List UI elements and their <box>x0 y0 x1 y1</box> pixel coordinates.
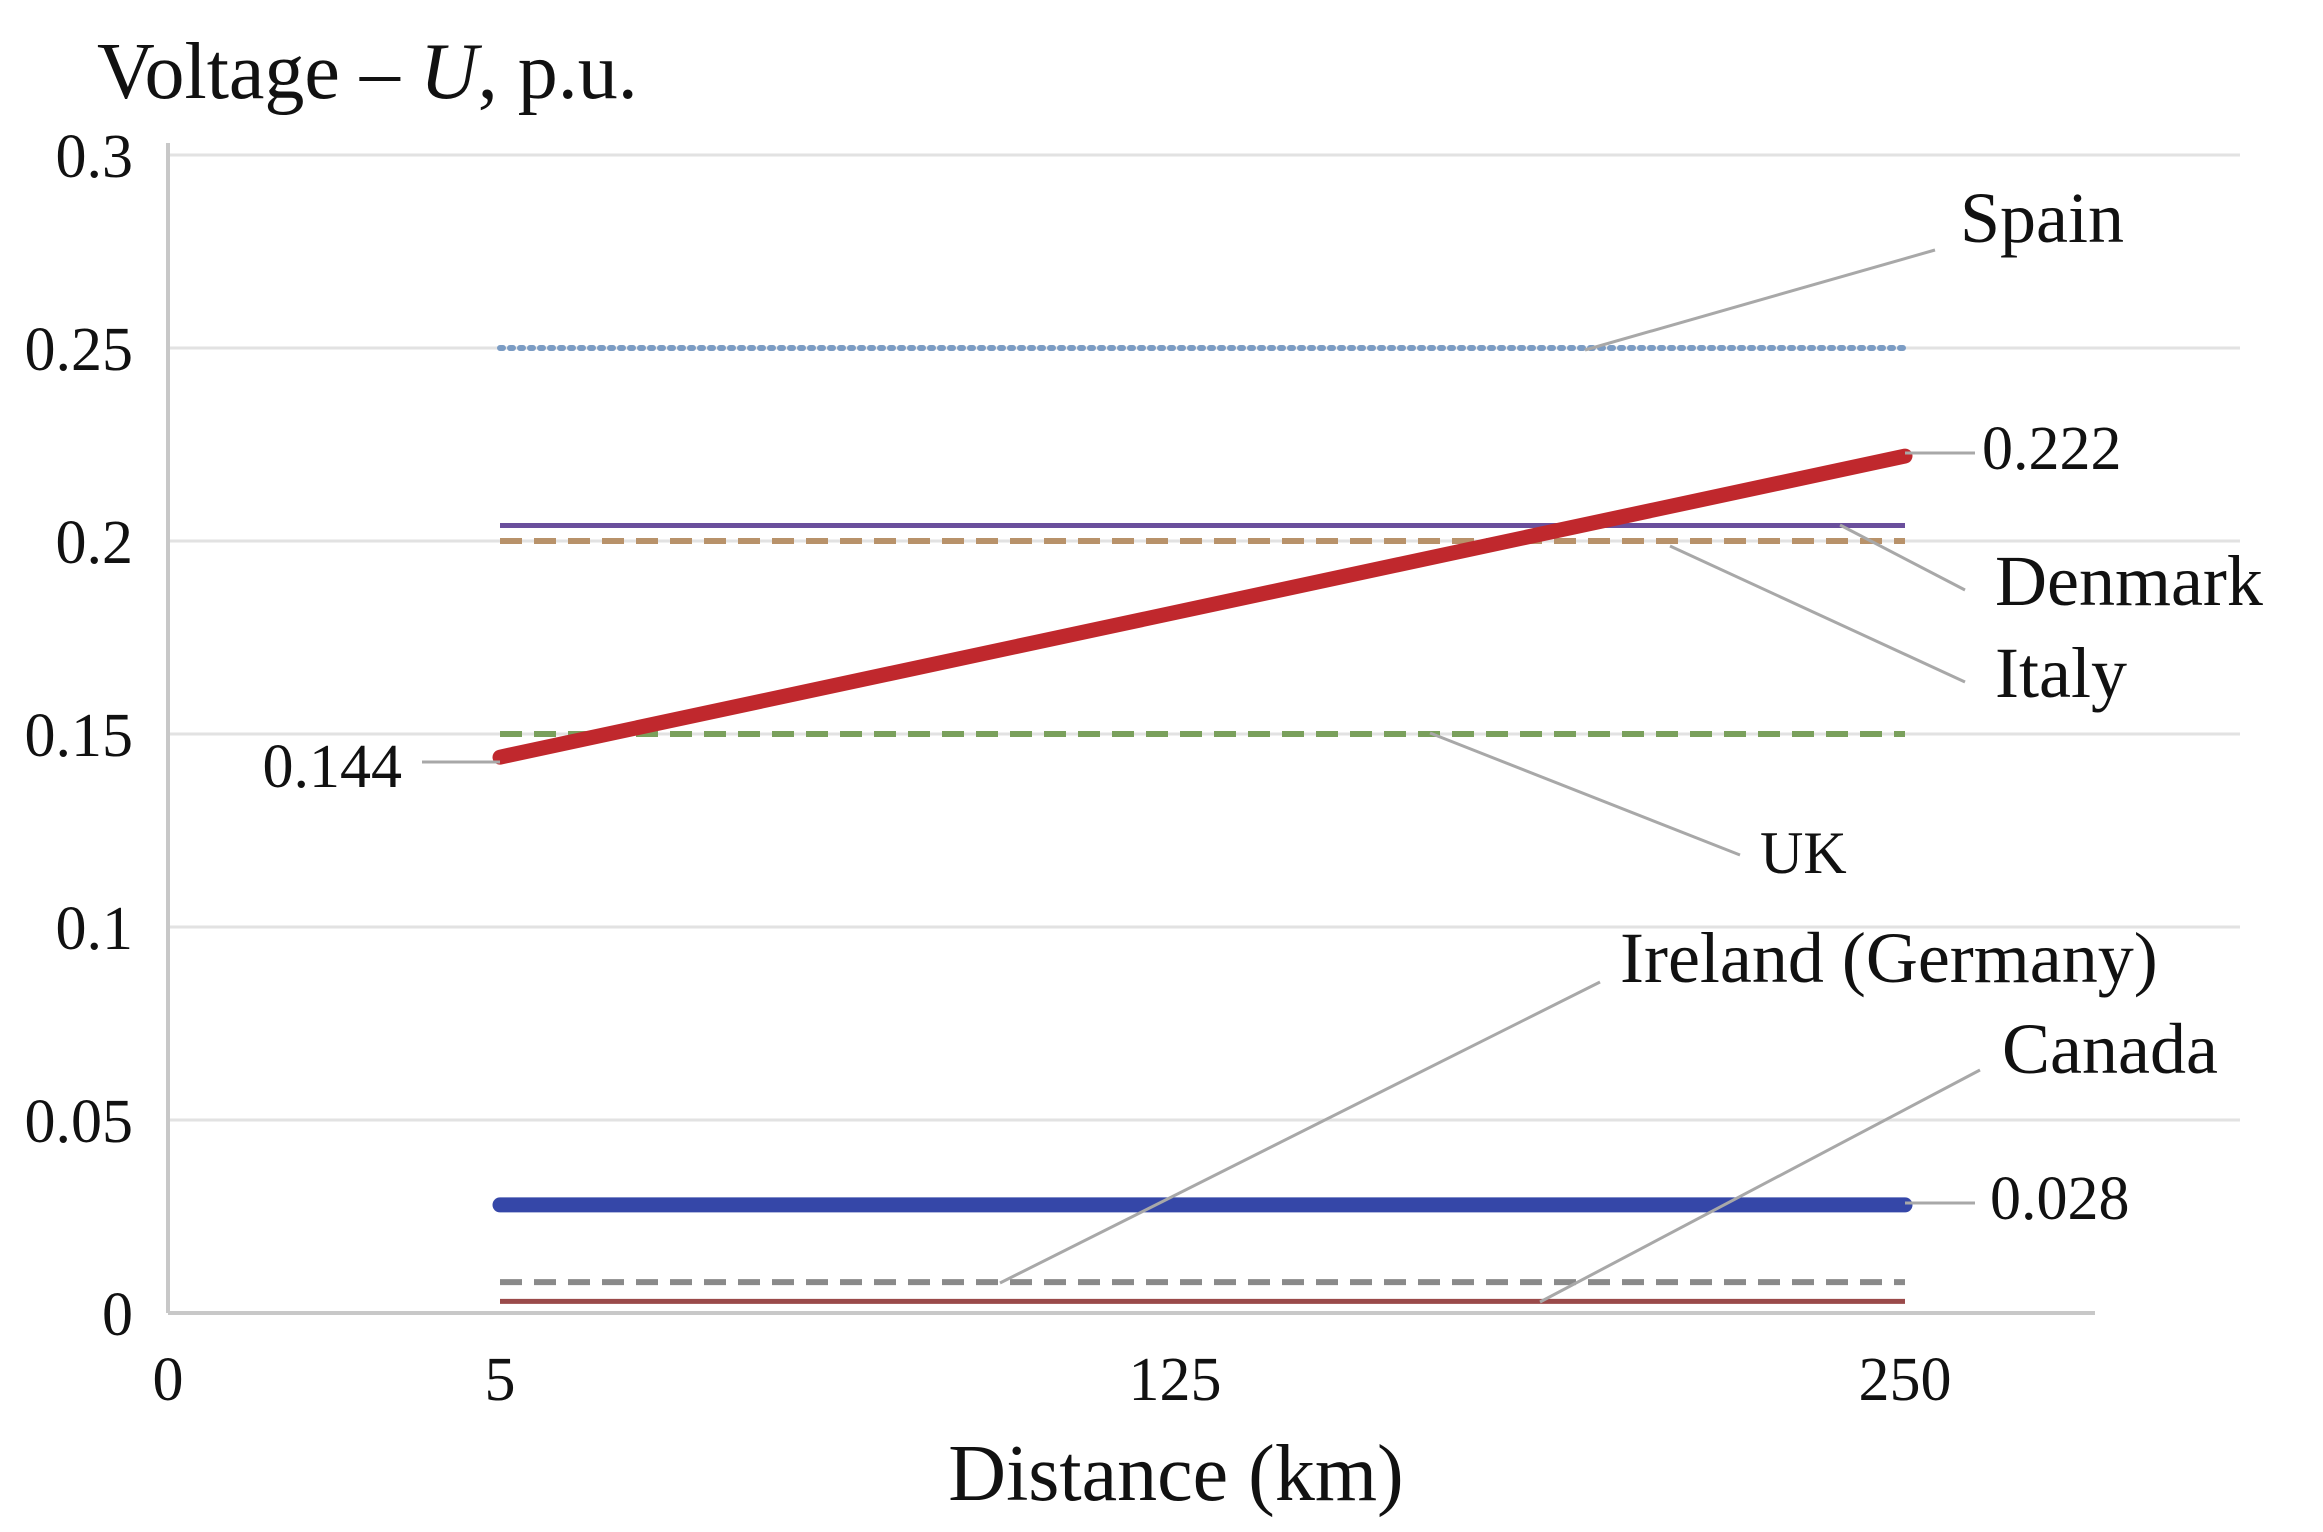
annotation-uk: UK <box>1760 820 1847 886</box>
x-axis-title: Distance (km) <box>948 1430 1403 1518</box>
y-axis-title-suffix: , p.u. <box>478 28 638 116</box>
y-axis-title-variable: U <box>420 28 483 116</box>
leader-line-spain <box>1584 248 1936 352</box>
y-tick-label: 0.2 <box>56 509 134 577</box>
x-tick-labels: 0 5 125 250 <box>153 1346 1952 1414</box>
y-tick-label: 0.1 <box>56 895 134 963</box>
y-tick-label: 0.25 <box>25 316 134 384</box>
y-tick-label: 0.3 <box>56 123 134 191</box>
leader-line-uk <box>1429 731 1741 857</box>
x-tick-label: 250 <box>1859 1346 1952 1414</box>
x-tick-label: 5 <box>485 1346 516 1414</box>
annotation-denmark: Denmark <box>1995 541 2263 621</box>
annotation-0-144: 0.144 <box>263 733 403 801</box>
y-tick-labels: 0 0.05 0.1 0.15 0.2 0.25 0.3 <box>25 123 134 1349</box>
series-lines <box>492 345 1913 1304</box>
series-line-red-trend <box>492 448 1913 765</box>
annotation-canada: Canada <box>2002 1009 2218 1089</box>
leader-line-denmark <box>1839 523 1966 592</box>
y-tick-label: 0 <box>102 1281 133 1349</box>
annotation-leaders <box>422 248 1981 1304</box>
y-tick-label: 0.15 <box>25 702 134 770</box>
y-axis-title-prefix: Voltage – <box>97 28 420 116</box>
annotation-labels: Spain Denmark Italy UK Ireland (Germany) Cana… <box>263 178 2263 1233</box>
y-axis-title: Voltage – U, p.u. <box>97 28 638 116</box>
leader-line-ireland-germany <box>999 980 1601 1285</box>
y-tick-label: 0.05 <box>25 1088 134 1156</box>
annotation-spain: Spain <box>1960 178 2124 258</box>
annotation-0-222: 0.222 <box>1982 415 2122 483</box>
x-tick-label: 0 <box>153 1346 184 1414</box>
leader-line-italy <box>1669 544 1966 684</box>
annotation-italy: Italy <box>1995 633 2127 713</box>
axes <box>166 143 2095 1315</box>
annotation-ireland-germany: Ireland (Germany) <box>1620 918 2158 998</box>
leader-line-canada <box>1539 1068 1981 1304</box>
x-tick-label: 125 <box>1129 1346 1222 1414</box>
annotation-0-028: 0.028 <box>1990 1165 2130 1233</box>
